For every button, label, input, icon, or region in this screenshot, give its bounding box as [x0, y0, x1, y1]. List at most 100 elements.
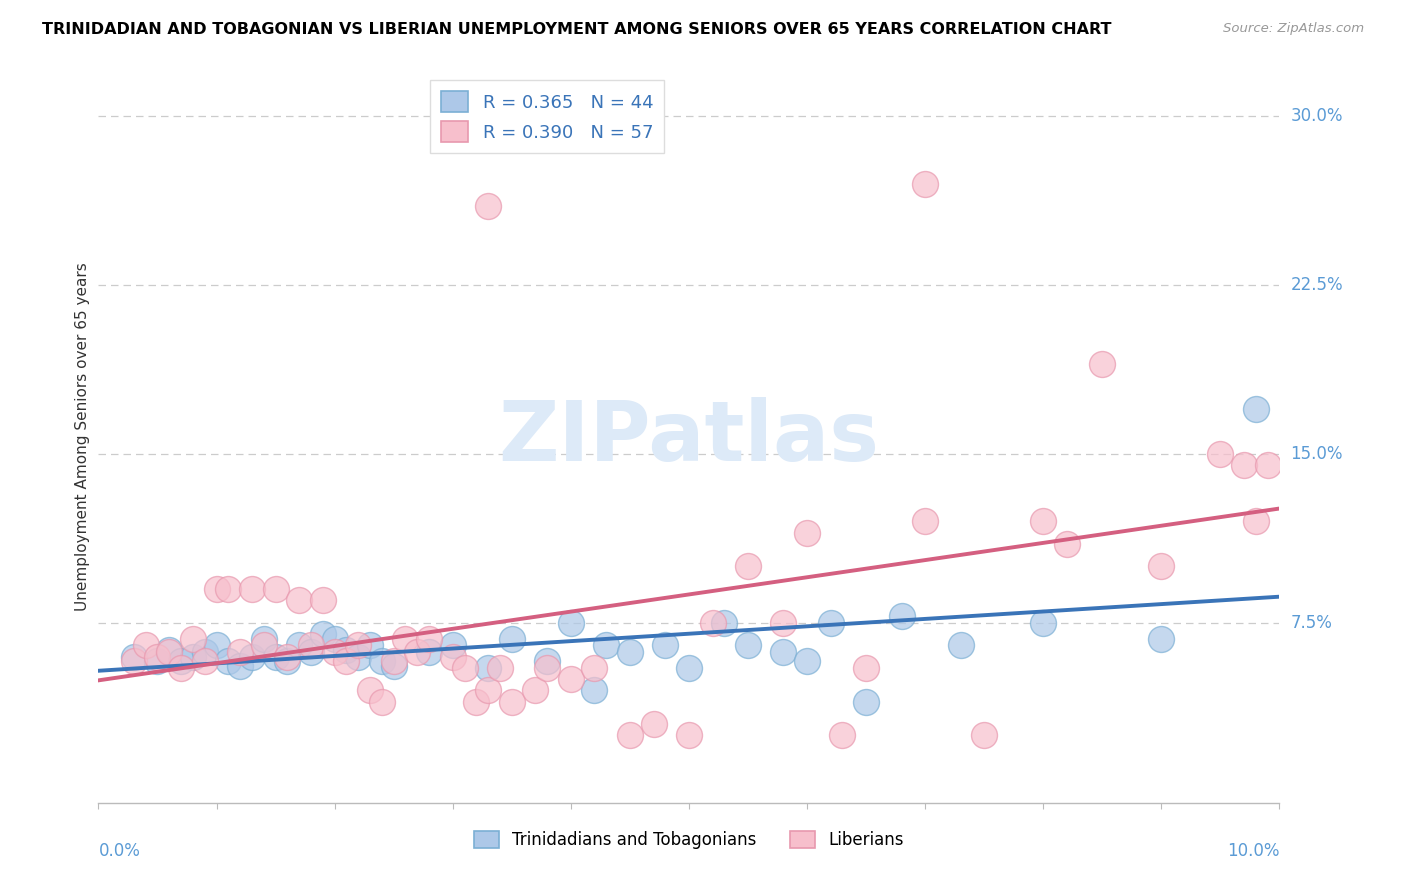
Point — [229, 645, 252, 659]
Text: 10.0%: 10.0% — [1227, 842, 1279, 860]
Point — [276, 649, 298, 664]
Point — [382, 658, 405, 673]
Point — [146, 654, 169, 668]
Point — [371, 654, 394, 668]
Point — [914, 515, 936, 529]
Point — [359, 638, 381, 652]
Point — [135, 638, 157, 652]
Point — [122, 649, 145, 664]
Point — [737, 559, 759, 574]
Point — [382, 654, 405, 668]
Point — [1091, 357, 1114, 371]
Point — [678, 728, 700, 742]
Point — [914, 177, 936, 191]
Point — [1244, 401, 1267, 416]
Point — [276, 654, 298, 668]
Point — [441, 638, 464, 652]
Point — [619, 645, 641, 659]
Point — [702, 615, 724, 630]
Point — [831, 728, 853, 742]
Point — [654, 638, 676, 652]
Text: 30.0%: 30.0% — [1291, 107, 1343, 126]
Point — [737, 638, 759, 652]
Point — [973, 728, 995, 742]
Point — [536, 654, 558, 668]
Point — [229, 658, 252, 673]
Point — [217, 654, 239, 668]
Point — [890, 609, 912, 624]
Point — [796, 654, 818, 668]
Point — [264, 582, 287, 596]
Point — [501, 694, 523, 708]
Point — [1233, 458, 1256, 473]
Point — [713, 615, 735, 630]
Point — [157, 642, 180, 657]
Point — [205, 638, 228, 652]
Y-axis label: Unemployment Among Seniors over 65 years: Unemployment Among Seniors over 65 years — [75, 263, 90, 611]
Point — [240, 649, 263, 664]
Text: Source: ZipAtlas.com: Source: ZipAtlas.com — [1223, 22, 1364, 36]
Point — [796, 525, 818, 540]
Point — [441, 649, 464, 664]
Point — [477, 199, 499, 213]
Point — [583, 683, 606, 698]
Point — [1056, 537, 1078, 551]
Text: 22.5%: 22.5% — [1291, 277, 1343, 294]
Point — [477, 683, 499, 698]
Point — [299, 645, 322, 659]
Point — [194, 654, 217, 668]
Point — [264, 649, 287, 664]
Point — [678, 661, 700, 675]
Point — [312, 627, 335, 641]
Point — [855, 694, 877, 708]
Legend: Trinidadians and Tobagonians, Liberians: Trinidadians and Tobagonians, Liberians — [474, 831, 904, 849]
Point — [217, 582, 239, 596]
Point — [536, 661, 558, 675]
Point — [855, 661, 877, 675]
Point — [1244, 515, 1267, 529]
Point — [288, 593, 311, 607]
Point — [253, 638, 276, 652]
Point — [1032, 515, 1054, 529]
Point — [194, 645, 217, 659]
Point — [1032, 615, 1054, 630]
Point — [371, 694, 394, 708]
Point — [170, 654, 193, 668]
Point — [583, 661, 606, 675]
Point — [170, 661, 193, 675]
Point — [394, 632, 416, 646]
Point — [595, 638, 617, 652]
Point — [359, 683, 381, 698]
Point — [489, 661, 512, 675]
Text: TRINIDADIAN AND TOBAGONIAN VS LIBERIAN UNEMPLOYMENT AMONG SENIORS OVER 65 YEARS : TRINIDADIAN AND TOBAGONIAN VS LIBERIAN U… — [42, 22, 1112, 37]
Point — [288, 638, 311, 652]
Point — [323, 645, 346, 659]
Text: 7.5%: 7.5% — [1291, 614, 1333, 632]
Point — [643, 717, 665, 731]
Point — [949, 638, 972, 652]
Point — [406, 645, 429, 659]
Point — [501, 632, 523, 646]
Point — [1257, 458, 1279, 473]
Point — [347, 649, 370, 664]
Point — [122, 654, 145, 668]
Point — [772, 645, 794, 659]
Point — [560, 672, 582, 686]
Point — [560, 615, 582, 630]
Point — [335, 642, 357, 657]
Point — [418, 645, 440, 659]
Point — [205, 582, 228, 596]
Text: 0.0%: 0.0% — [98, 842, 141, 860]
Point — [240, 582, 263, 596]
Text: ZIPatlas: ZIPatlas — [499, 397, 879, 477]
Point — [477, 661, 499, 675]
Point — [181, 632, 204, 646]
Point — [524, 683, 547, 698]
Point — [323, 632, 346, 646]
Point — [453, 661, 475, 675]
Point — [1209, 447, 1232, 461]
Point — [619, 728, 641, 742]
Point — [181, 649, 204, 664]
Point — [335, 654, 357, 668]
Point — [772, 615, 794, 630]
